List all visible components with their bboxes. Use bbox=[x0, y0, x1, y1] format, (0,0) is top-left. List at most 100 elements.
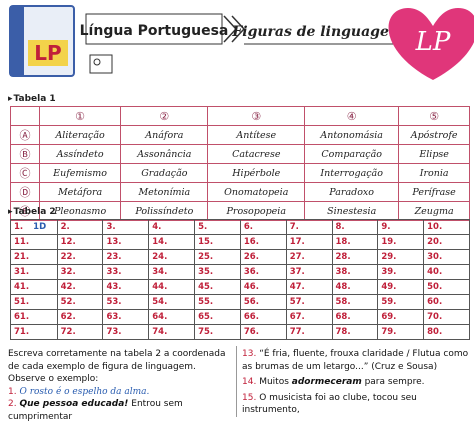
cell-number: 58. bbox=[335, 297, 351, 307]
cell-number: 73. bbox=[106, 327, 122, 337]
answer-cell: 56. bbox=[239, 294, 287, 310]
example-text: O rosto é o espelho da alma. bbox=[19, 386, 150, 397]
cell-number: 65. bbox=[198, 312, 214, 322]
column-key: ⑤ bbox=[398, 106, 470, 126]
cell-number: 71. bbox=[14, 327, 30, 337]
figure: Elipse bbox=[398, 144, 470, 164]
cell-number: 23. bbox=[106, 252, 122, 262]
cell-number: 75. bbox=[198, 327, 214, 337]
cell-number: 30. bbox=[427, 252, 443, 262]
cell-number: 35. bbox=[198, 267, 214, 277]
corner bbox=[10, 106, 40, 126]
badge-bg bbox=[28, 40, 68, 66]
cell-number: 5. bbox=[198, 222, 208, 232]
row: 41. 42. 43. 44. 45. 46. 47. 48. 49. 50. bbox=[10, 279, 470, 295]
table2: 1. 1D 2. 3. 4. 5. 6. 7. 8. 9. 10. 11. 12. 13. 14. 15. 16… bbox=[10, 219, 470, 340]
answer-cell: 6. bbox=[239, 219, 287, 235]
answer-cell: 35. bbox=[194, 264, 241, 280]
cell-number: 70. bbox=[427, 312, 443, 322]
figure: Metonímia bbox=[120, 182, 209, 202]
cell-number: 8. bbox=[335, 222, 345, 232]
cell-number: 31. bbox=[14, 267, 30, 277]
answer-cell: 38. bbox=[331, 264, 379, 280]
answer-cell: 34. bbox=[148, 264, 196, 280]
figure: Onomatopeia bbox=[207, 182, 306, 202]
cell-number: 19. bbox=[381, 237, 397, 247]
answer-cell: 20. bbox=[423, 234, 470, 250]
cell-number: 33. bbox=[106, 267, 122, 277]
answer-cell: 47. bbox=[285, 279, 333, 295]
answer-cell: 7. bbox=[285, 219, 333, 235]
cell-number: 6. bbox=[243, 222, 254, 232]
answer-cell: 14. bbox=[148, 234, 196, 250]
table1-label: Tabela 1 bbox=[8, 94, 56, 104]
cell-number: 46. bbox=[243, 282, 259, 292]
row: Ⓐ Aliteração Anáfora Antítese Antonomásia Apó… bbox=[10, 125, 470, 145]
cell-number: 2. bbox=[60, 222, 70, 232]
cell-number: 42. bbox=[60, 282, 76, 292]
answer-cell: 78. bbox=[331, 324, 379, 340]
answer-cell: 4. bbox=[148, 219, 196, 235]
logo: LP bbox=[415, 27, 451, 57]
column-key: ② bbox=[120, 106, 209, 126]
answer-cell: 74. bbox=[148, 324, 196, 340]
cell-number: 80. bbox=[427, 327, 443, 337]
answer-cell: 24. bbox=[148, 249, 196, 265]
figure: Eufemismo bbox=[38, 163, 122, 183]
answer-cell: 75. bbox=[194, 324, 241, 340]
cell-number: 20. bbox=[427, 237, 443, 247]
answer-cell: 72. bbox=[56, 324, 104, 340]
figure: Interrogação bbox=[304, 163, 400, 183]
row: 11. 12. 13. 14. 15. 16. 17. 18. 19. 20. bbox=[10, 234, 470, 250]
cell-number: 40. bbox=[427, 267, 443, 277]
row: 21. 22. 23. 24. 25. 26. 27. 28. 29. 30. bbox=[10, 249, 470, 265]
cell-number: 68. bbox=[335, 312, 351, 322]
answer-cell: 31. bbox=[10, 264, 58, 280]
figure: Antonomásia bbox=[304, 125, 400, 145]
figure: Prosopopeia bbox=[207, 201, 306, 221]
answer-cell: 54. bbox=[148, 294, 196, 310]
cell-number: 18. bbox=[335, 237, 351, 247]
figure: Assíndeto bbox=[38, 144, 122, 164]
cell-number: 69. bbox=[381, 312, 397, 322]
row: Ⓑ Assíndeto Assonância Catacrese Comparação E… bbox=[10, 144, 470, 164]
row: Ⓒ Eufemismo Gradação Hipérbole Interrogação I… bbox=[10, 163, 470, 183]
answer-cell: 39. bbox=[377, 264, 425, 280]
cell-number: 56. bbox=[243, 297, 259, 307]
cell-number: 22. bbox=[60, 252, 76, 262]
cell-number: 26. bbox=[243, 252, 259, 262]
cell-number: 14. bbox=[152, 237, 168, 247]
answer-cell: 37. bbox=[285, 264, 333, 280]
answer-cell: 70. bbox=[423, 309, 470, 325]
answer-cell: 42. bbox=[56, 279, 104, 295]
cell-number: 74. bbox=[152, 327, 168, 337]
cell-number: 66. bbox=[243, 312, 259, 322]
cell-number: 43. bbox=[106, 282, 122, 292]
cell-number: 63. bbox=[106, 312, 122, 322]
row: Ⓔ Pleonasmo Polissíndeto Prosopopeia Sineste… bbox=[10, 201, 470, 221]
answer-cell: 73. bbox=[102, 324, 150, 340]
example-author: (Cruz e Sousa) bbox=[371, 361, 438, 372]
cell-number: 32. bbox=[60, 267, 76, 277]
figure: Catacrese bbox=[207, 144, 306, 164]
figure: Anáfora bbox=[120, 125, 209, 145]
answer-cell: 30. bbox=[423, 249, 470, 265]
subject: Língua Portuguesa bbox=[80, 23, 229, 39]
example-emphasis: Que pessoa educada! bbox=[19, 399, 129, 409]
answer-cell: 65. bbox=[194, 309, 241, 325]
topic: Figuras de linguagem bbox=[231, 24, 403, 40]
answer-cell: 28. bbox=[331, 249, 379, 265]
cell-number: 77. bbox=[289, 327, 305, 337]
figure: Perífrase bbox=[398, 182, 470, 202]
cell-number: 34. bbox=[152, 267, 168, 277]
cell-number: 48. bbox=[335, 282, 351, 292]
answer-cell: 61. bbox=[10, 309, 58, 325]
cell-number: 3. bbox=[106, 222, 116, 232]
column-key: ① bbox=[38, 106, 122, 126]
column-key: ③ bbox=[207, 106, 306, 126]
cell-number: 60. bbox=[427, 297, 443, 307]
row: Ⓓ Metáfora Metonímia Onomatopeia Paradoxo Per… bbox=[10, 182, 470, 202]
cell-number: 29. bbox=[381, 252, 397, 262]
cell-number: 61. bbox=[14, 312, 30, 322]
row: 1. 1D 2. 3. 4. 5. 6. 7. 8. 9. 10. bbox=[10, 219, 470, 235]
